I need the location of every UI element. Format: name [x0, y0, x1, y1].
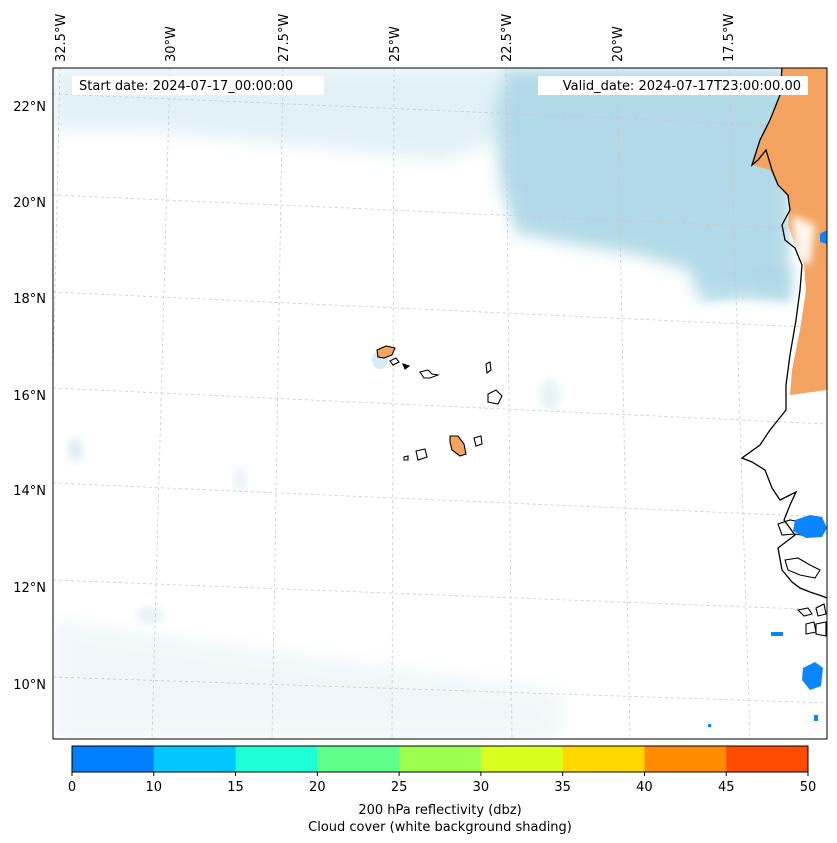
meridian-27-5w: [271, 68, 284, 739]
colorbar-cell: [317, 746, 400, 772]
latitude-label: 18°N: [13, 292, 46, 307]
colorbar-tick-label: 10: [146, 780, 163, 795]
cloud-spot: [234, 468, 246, 492]
island-santo-antao: [376, 345, 396, 359]
colorbar-cell: [235, 746, 318, 772]
colorbar-tick-label: 50: [800, 780, 817, 795]
island-sao-vicente: [389, 357, 400, 366]
coastline-guinea-bissau: [784, 557, 821, 579]
colorbar-ticks: 0 10 15 20 25 30 35 40 45 50: [68, 772, 816, 795]
latitude-label: 14°N: [13, 484, 46, 499]
latitude-labels: 22°N 20°N 18°N 16°N 14°N 12°N 10°N: [13, 100, 46, 693]
colorbar-cell: [399, 746, 482, 772]
valid-date-label: Valid_date: 2024-07-17T23:00:00.00: [563, 79, 801, 94]
coastline-mainland: [740, 68, 827, 599]
parallel-22n: [53, 93, 827, 129]
echo-cell: [802, 662, 823, 690]
parallel-14n: [53, 482, 827, 518]
island-fogo: [415, 448, 428, 461]
longitude-label: 17.5°W: [722, 14, 737, 62]
colorbar-tick-label: 45: [718, 780, 735, 795]
coastline-islands-south: [796, 603, 827, 637]
island-santiago: [449, 435, 467, 457]
cloud-haze-south: [53, 620, 560, 739]
cape-verde-islands: [372, 345, 503, 461]
island-santa-luzia: [402, 363, 411, 370]
colorbar-cell: [726, 746, 809, 772]
colorbar-tick-label: 0: [68, 780, 76, 795]
colorbar-tick-label: 25: [391, 780, 408, 795]
parallel-10n: [53, 676, 827, 704]
longitude-label: 20°W: [611, 26, 626, 62]
longitude-label: 25°W: [388, 26, 403, 62]
parallel-16n: [53, 387, 827, 425]
land-warm-shading: [752, 68, 827, 395]
meridian-25w: [391, 68, 395, 739]
echo-cell: [793, 515, 827, 538]
cloud-band-east: [700, 268, 790, 300]
cloud-spot: [67, 438, 83, 462]
cloud-band-north: [495, 68, 790, 300]
colorbar-tick-label: 15: [227, 780, 244, 795]
start-date-box: [72, 76, 324, 95]
latitude-label: 12°N: [13, 581, 46, 596]
latitude-label: 16°N: [13, 389, 46, 404]
colorbar-cell: [480, 746, 564, 772]
meridian-20w: [616, 68, 631, 739]
colorbar-tick-label: 20: [309, 780, 326, 795]
parallel-12n: [53, 579, 827, 611]
cloud-spot: [540, 379, 560, 411]
colorbar-cell: [562, 746, 645, 772]
cloud-spot: [136, 607, 164, 623]
longitude-label: 30°W: [164, 26, 179, 62]
colorbar-cell: [72, 746, 155, 772]
colorbar-tick-label: 40: [636, 780, 653, 795]
longitude-label: 22.5°W: [500, 14, 515, 62]
island-brava: [403, 455, 409, 461]
island-boa-vista: [487, 389, 503, 405]
meridian-22-5w: [505, 68, 513, 739]
longitude-label: 27.5°W: [277, 14, 292, 62]
colorbar-label-line1: 200 hPa reflectivity (dbz): [358, 803, 521, 818]
map-frame: [52, 67, 828, 740]
longitude-label: 32.5°W: [54, 14, 69, 62]
valid-date-box: [538, 76, 808, 95]
longitude-labels: 32.5°W 30°W 27.5°W 25°W 22.5°W 20°W 17.5…: [54, 14, 737, 62]
latitude-label: 10°N: [13, 678, 46, 693]
colorbar-label-line2: Cloud cover (white background shading): [308, 820, 572, 835]
parallel-20n: [53, 194, 827, 231]
reflectivity-echoes: [708, 230, 827, 727]
land-white-streak: [792, 215, 815, 265]
colorbar-tick-label: 35: [554, 780, 571, 795]
colorbar-cell: [153, 746, 237, 772]
echo-cell: [771, 632, 783, 636]
echo-cell: [820, 230, 827, 244]
echo-cell: [814, 715, 818, 721]
echo-cell: [708, 724, 711, 727]
colorbar-cell: [644, 746, 727, 772]
meridian-30w: [151, 68, 171, 739]
latitude-label: 20°N: [13, 196, 46, 211]
african-coast: [740, 68, 827, 637]
island-sao-nicolau: [419, 369, 441, 379]
island-maio: [473, 435, 483, 447]
meridian-17-5w: [728, 68, 751, 739]
map-panel: [53, 68, 827, 739]
latitude-label: 22°N: [13, 100, 46, 115]
island-sal: [485, 361, 492, 375]
graticule: [53, 68, 827, 739]
colorbar-cells: [72, 746, 809, 772]
colorbar-tick-label: 30: [473, 780, 490, 795]
start-date-label: Start date: 2024-07-17_00:00:00: [79, 79, 293, 94]
colorbar: 0 10 15 20 25 30 35 40 45 50 200 hPa reflectivity…: [68, 745, 816, 835]
colorbar-frame: [71, 745, 809, 773]
